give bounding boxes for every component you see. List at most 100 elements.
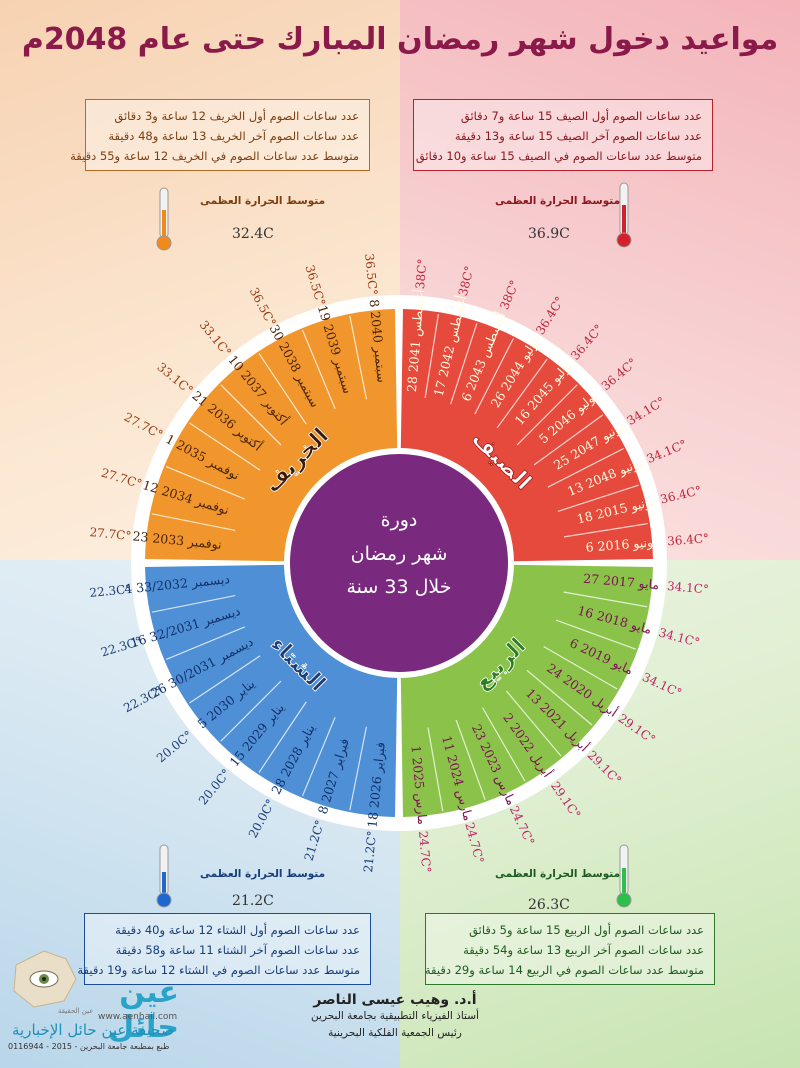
sector-divider bbox=[427, 727, 444, 812]
sector-divider bbox=[505, 690, 562, 757]
info-line: عدد ساعات الصوم آخر الخريف 13 ساعة و48 د… bbox=[108, 129, 359, 143]
winter-entry-temp: 21.2C° bbox=[361, 830, 379, 873]
autumn-entry-temp: 27.7C° bbox=[89, 525, 132, 543]
info-line: متوسط عدد ساعات الصوم في الشتاء 12 ساعة … bbox=[77, 963, 360, 977]
center-disc bbox=[284, 448, 514, 678]
sector-divider bbox=[563, 591, 648, 608]
logo-brand: عين حائل bbox=[108, 975, 179, 1045]
winter-entry-temp: 20.0C° bbox=[246, 797, 278, 841]
summer-entry-temp: 38C° bbox=[497, 278, 522, 311]
winter-entry-temp: 22.3C° bbox=[121, 683, 165, 715]
info-line: عدد ساعات الصوم أول الشتاء 12 ساعة و40 د… bbox=[115, 923, 360, 937]
sector-divider bbox=[526, 669, 593, 726]
winter-temp-label: متوسط الحرارة العظمى bbox=[200, 868, 326, 880]
winter-entry-temp: 22.3C° bbox=[89, 582, 132, 600]
autumn-temp-value: 32.4C bbox=[232, 226, 274, 242]
sector-divider bbox=[302, 329, 336, 409]
thermometer-summer-icon bbox=[616, 182, 632, 248]
sector-divider bbox=[258, 701, 307, 773]
sector-divider bbox=[555, 619, 637, 650]
sector-divider bbox=[165, 626, 245, 660]
sector-divider bbox=[258, 353, 307, 425]
spring-entry-temp: 34.1C° bbox=[657, 625, 701, 649]
map-eye-icon bbox=[13, 950, 77, 1008]
winter-entry-temp: 20.0C° bbox=[196, 766, 233, 807]
thermometer-winter-icon bbox=[156, 844, 172, 908]
autumn-entry-temp: 36.5C° bbox=[303, 263, 329, 307]
info-line: عدد ساعات الصوم آخر الصيف 15 ساعة و13 دق… bbox=[454, 129, 702, 143]
sector-divider bbox=[349, 315, 368, 400]
sector-divider bbox=[151, 594, 236, 613]
center-line-3: خلال 33 سنة bbox=[346, 576, 451, 598]
spring-info-box: عدد ساعات الصوم أول الربيع 15 ساعة و5 دق… bbox=[425, 913, 715, 985]
spring-entry-temp: 34.1C° bbox=[666, 579, 709, 597]
sector-divider bbox=[424, 314, 440, 399]
sector-divider bbox=[516, 384, 578, 446]
info-line: عدد ساعات الصوم أول الصيف 15 ساعة و7 دقا… bbox=[460, 109, 702, 123]
author-title-1: أستاذ الفيزياء التطبيقية بجامعة البحرين bbox=[311, 1010, 479, 1022]
info-line: عدد ساعات الصوم آخر الربيع 13 ساعة و54 د… bbox=[463, 943, 704, 957]
summer-entry-temp: 34.1C° bbox=[645, 437, 689, 466]
sector-divider bbox=[455, 719, 486, 801]
sector-divider bbox=[349, 726, 368, 811]
sector-divider bbox=[496, 358, 548, 429]
info-line: متوسط عدد ساعات الصوم في الخريف 12 ساعة … bbox=[70, 149, 359, 163]
winter-entry-temp: 22.3C° bbox=[99, 634, 143, 660]
autumn-info-box: عدد ساعات الصوم أول الخريف 12 ساعة و3 دق… bbox=[70, 99, 370, 171]
author-credit: أ.د. وهيب عيسى الناصر أستاذ الفيزياء الت… bbox=[300, 992, 490, 1042]
sector-divider bbox=[220, 680, 282, 742]
sector-divider bbox=[481, 707, 526, 782]
spring-entry-temp: 24.7C° bbox=[507, 804, 537, 848]
sector-divider bbox=[533, 414, 604, 466]
info-line: عدد ساعات الصوم أول الربيع 15 ساعة و5 دق… bbox=[469, 923, 704, 937]
winter-info-box: عدد ساعات الصوم أول الشتاء 12 ساعة و40 د… bbox=[77, 913, 371, 985]
summer-entry-temp: 36.4C° bbox=[659, 483, 703, 506]
autumn-entry-temp: 33.1C° bbox=[155, 360, 196, 397]
autumn-temp-label: متوسط الحرارة العظمى bbox=[200, 195, 326, 207]
summer-entry-temp: 38C° bbox=[413, 258, 429, 289]
thermometer-spring-icon bbox=[616, 844, 632, 908]
logo-url: www.aenhail.com bbox=[98, 1012, 178, 1022]
spring-sector bbox=[400, 564, 653, 817]
center-line-2: شهر رمضان bbox=[351, 543, 448, 565]
summer-entry-temp: 36.4C° bbox=[533, 294, 567, 337]
info-line: عدد ساعات الصوم آخر الشتاء 11 ساعة و58 د… bbox=[115, 943, 360, 957]
sector-divider bbox=[547, 448, 624, 488]
spring-entry-temp: 29.1C° bbox=[585, 748, 625, 788]
spring-temp-label: متوسط الحرارة العظمى bbox=[495, 868, 621, 880]
summer-info-box: عدد ساعات الصوم أول الصيف 15 ساعة و7 دقا… bbox=[413, 99, 713, 171]
thermometer-autumn-icon bbox=[156, 187, 172, 251]
summer-entry-temp: 38C° bbox=[456, 264, 477, 297]
summer-entry-temp: 36.4C° bbox=[568, 322, 606, 363]
logo-tagline: عين الحقيقة bbox=[58, 1007, 94, 1015]
autumn-entry-temp: 36.5C° bbox=[362, 253, 380, 296]
info-line: عدد ساعات الصوم أول الخريف 12 ساعة و3 دق… bbox=[114, 109, 359, 123]
spring-entry-temp: 29.1C° bbox=[548, 779, 584, 821]
sector-divider bbox=[543, 645, 618, 690]
autumn-entry-temp: 33.1C° bbox=[197, 318, 234, 359]
sector-divider bbox=[563, 522, 648, 538]
spring-entry-temp: 24.7C° bbox=[462, 821, 486, 865]
autumn-entry-temp: 27.7C° bbox=[122, 410, 166, 442]
author-name: أ.د. وهيب عيسى الناصر bbox=[313, 992, 477, 1008]
logo-paper-name: صحيفة عين حائل الإخبارية bbox=[12, 1021, 174, 1039]
autumn-entry-temp: 36.5C° bbox=[247, 285, 279, 329]
sector-divider bbox=[165, 466, 245, 500]
info-line: متوسط عدد ساعات الصوم في الصيف 15 ساعة و… bbox=[415, 149, 702, 163]
spring-temp-value: 26.3C bbox=[528, 897, 570, 913]
summer-temp-value: 36.9C bbox=[528, 226, 570, 242]
winter-entry-temp: 21.2C° bbox=[302, 818, 328, 862]
spring-entry-temp: 34.1C° bbox=[640, 670, 684, 700]
info-line: متوسط عدد ساعات الصوم في الربيع 14 ساعة … bbox=[424, 963, 704, 977]
sector-divider bbox=[189, 422, 261, 471]
summer-entry-temp: 36.4C° bbox=[599, 355, 640, 393]
summer-temp-label: متوسط الحرارة العظمى bbox=[495, 195, 621, 207]
spring-entry-temp: 24.7C° bbox=[416, 830, 434, 873]
sector-divider bbox=[474, 338, 514, 415]
author-title-2: رئيس الجمعية الفلكية البحرينية bbox=[328, 1027, 462, 1039]
sector-divider bbox=[557, 484, 639, 512]
summer-entry-temp: 34.1C° bbox=[624, 394, 667, 428]
sector-divider bbox=[450, 323, 478, 405]
